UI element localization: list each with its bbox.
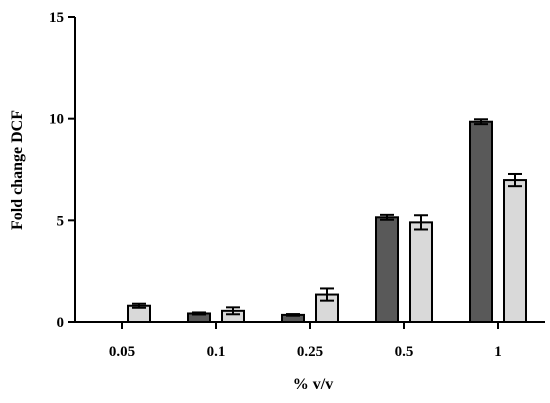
x-tick-label: 0.1 — [207, 344, 226, 360]
x-tick-label: 1 — [494, 344, 502, 360]
y-tick-label: 10 — [49, 112, 64, 128]
y-axis-title: Fold change DCF — [9, 110, 26, 230]
x-tick-label: 0.5 — [395, 344, 414, 360]
bar — [375, 216, 399, 324]
bar — [409, 221, 433, 323]
x-tick-label: 0.25 — [297, 344, 323, 360]
y-tick-label: 0 — [57, 315, 65, 331]
plot-area: 0 5 10 15 0.05 0.1 0.25 0.5 1 — [49, 10, 545, 360]
x-axis-title: % v/v — [293, 376, 333, 393]
y-tick-label: 5 — [57, 213, 65, 229]
bar — [503, 179, 527, 323]
x-tick-label: 0.05 — [109, 344, 135, 360]
bar — [469, 120, 493, 324]
y-tick-label: 15 — [49, 10, 64, 26]
